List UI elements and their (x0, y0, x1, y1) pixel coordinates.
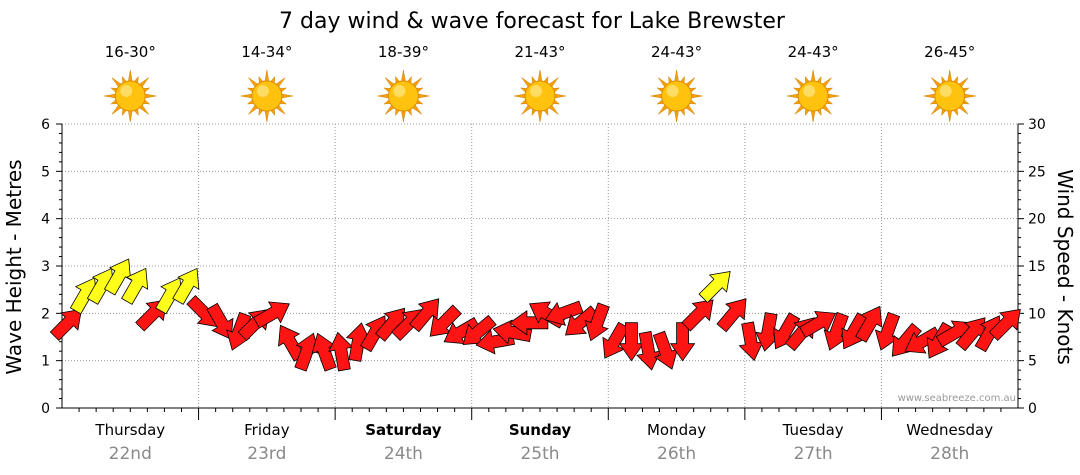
wind-arrow (738, 321, 764, 362)
temp-range-label: 24-43° (651, 43, 702, 61)
temp-range-label: 16-30° (105, 43, 156, 61)
temp-range-label: 18-39° (378, 43, 429, 61)
sun-icon (104, 69, 157, 123)
day-name-label: Monday (647, 421, 706, 439)
sun-icon (240, 69, 293, 123)
wind-arrow (49, 308, 82, 342)
temp-range-label: 24-43° (788, 43, 839, 61)
wind-arrow (565, 305, 600, 336)
right-tick-label: 10 (1028, 306, 1046, 322)
temp-range-label: 14-34° (241, 43, 292, 61)
weather-row: 16-30° 14-34° 18-39° 21-43° 24-43° 24-43° 26-4… (104, 43, 976, 123)
wind-arrow (716, 298, 747, 333)
sun-icon (650, 69, 703, 123)
left-tick-label: 1 (41, 354, 50, 370)
plot-grid (62, 123, 1018, 420)
left-tick-label: 6 (41, 117, 50, 133)
wind-arrow (669, 322, 696, 362)
wind-arrow (443, 317, 481, 345)
wind-arrow (955, 317, 986, 352)
left-tick-label: 0 (41, 401, 50, 417)
left-tick-label: 4 (41, 212, 50, 228)
wind-arrow (103, 258, 132, 296)
sun-icon (923, 69, 976, 123)
wind-arrow (544, 300, 584, 326)
wind-arrow (121, 267, 149, 305)
day-name-label: Wednesday (906, 421, 993, 439)
day-date-label: 23rd (247, 444, 286, 464)
day-name-label: Friday (244, 421, 290, 439)
day-date-label: 26th (657, 444, 696, 464)
right-tick-label: 25 (1028, 164, 1046, 180)
right-tick-label: 5 (1028, 354, 1037, 370)
wind-arrow (698, 270, 731, 304)
day-date-label: 28th (930, 444, 969, 464)
wind-arrow (584, 302, 610, 342)
day-name-label: Saturday (365, 421, 442, 439)
sun-icon (513, 69, 567, 123)
temp-range-label: 26-45° (924, 43, 975, 61)
wind-arrow (602, 321, 630, 359)
left-axis-label: Wave Height - Metres (2, 159, 26, 374)
wind-arrow (652, 330, 679, 370)
wind-arrow (375, 307, 406, 342)
day-name-label: Sunday (509, 421, 572, 439)
left-tick-label: 5 (41, 164, 50, 180)
right-tick-label: 20 (1028, 212, 1046, 228)
day-name-label: Thursday (94, 421, 165, 439)
wind-arrow (311, 332, 337, 372)
wind-arrow (618, 322, 645, 362)
day-date-label: 27th (794, 444, 833, 464)
wind-arrow (988, 308, 1021, 342)
wind-arrow (681, 299, 714, 332)
wind-arrow (462, 314, 497, 345)
right-tick-label: 0 (1028, 401, 1037, 417)
day-date-label: 25th (520, 444, 559, 464)
wind-arrow (429, 304, 462, 337)
day-date-label: 24th (384, 444, 423, 464)
left-tick-label: 2 (41, 306, 50, 322)
wind-arrows (49, 258, 1021, 372)
wind-arrow (855, 305, 883, 343)
right-axis-label: Wind Speed - Knots (1053, 169, 1077, 365)
chart-title: 7 day wind & wave forecast for Lake Brew… (279, 9, 786, 34)
right-tick-label: 15 (1028, 259, 1046, 275)
day-date-label: 22nd (109, 444, 152, 464)
wind-arrow (636, 330, 662, 371)
left-tick-label: 3 (41, 259, 50, 275)
day-name-label: Tuesday (782, 421, 844, 439)
sun-icon (377, 69, 430, 123)
day-labels: Thursday 22nd Friday 23rd Saturday 24th Sunday… (94, 421, 993, 464)
wind-arrow (904, 326, 942, 354)
right-axis: 0 5 10 15 20 25 30 (1017, 117, 1046, 417)
wind-arrow (345, 322, 372, 362)
wind-arrow (823, 311, 849, 351)
sun-icon (787, 69, 840, 123)
wind-arrow (409, 298, 440, 333)
wind-arrow (172, 267, 200, 305)
watermark: www.seabreeze.com.au (898, 393, 1016, 404)
right-tick-label: 30 (1028, 117, 1046, 133)
temp-range-label: 21-43° (514, 43, 565, 61)
left-axis: 0 1 2 3 4 5 6 (41, 117, 63, 417)
wind-arrow (252, 301, 290, 329)
wind-arrow (328, 331, 354, 372)
